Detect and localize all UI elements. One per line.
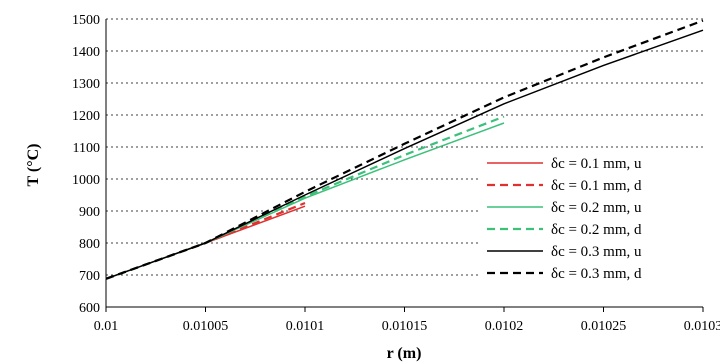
y-tick-label: 1500 xyxy=(72,13,100,28)
x-tick-label: 0.0101 xyxy=(286,319,325,334)
legend-label: δc = 0.1 mm, u xyxy=(551,156,642,172)
x-tick-label: 0.01015 xyxy=(382,319,428,334)
y-tick-label: 800 xyxy=(79,237,100,252)
series-line-3 xyxy=(105,122,505,280)
legend-label: δc = 0.2 mm, d xyxy=(551,222,642,238)
y-axis-title: T (°C) xyxy=(25,144,42,187)
series-line-4 xyxy=(105,115,505,280)
y-tick-label: 1300 xyxy=(72,77,100,92)
legend-label: δc = 0.1 mm, d xyxy=(551,178,642,194)
x-tick-label: 0.01005 xyxy=(183,319,229,334)
series-lines xyxy=(105,19,704,280)
legend: δc = 0.1 mm, u δc = 0.1 mm, d δc = 0.2 mm,… xyxy=(480,148,712,300)
legend-label: δc = 0.3 mm, d xyxy=(551,266,642,282)
x-tick-label: 0.0103 xyxy=(684,319,720,334)
x-axis-title: r (m) xyxy=(387,345,422,362)
legend-background xyxy=(480,148,712,300)
x-tick-label: 0.01025 xyxy=(581,319,627,334)
x-tick-label: 0.0102 xyxy=(485,319,524,334)
y-tick-label: 600 xyxy=(79,301,100,316)
y-tick-label: 900 xyxy=(79,205,100,220)
y-tick-label: 700 xyxy=(79,269,100,284)
y-tick-label: 1400 xyxy=(72,45,100,60)
y-tick-label: 1200 xyxy=(72,109,100,124)
y-tick-label: 1000 xyxy=(72,173,100,188)
legend-label: δc = 0.2 mm, u xyxy=(551,200,642,216)
axes: 600 700 800 900 1000 1100 1200 1300 1400 1500 0.01… xyxy=(72,13,720,334)
series-line-6 xyxy=(105,19,704,280)
x-tick-label: 0.01 xyxy=(94,319,119,334)
y-tick-label: 1100 xyxy=(73,141,100,156)
legend-label: δc = 0.3 mm, u xyxy=(551,244,642,260)
